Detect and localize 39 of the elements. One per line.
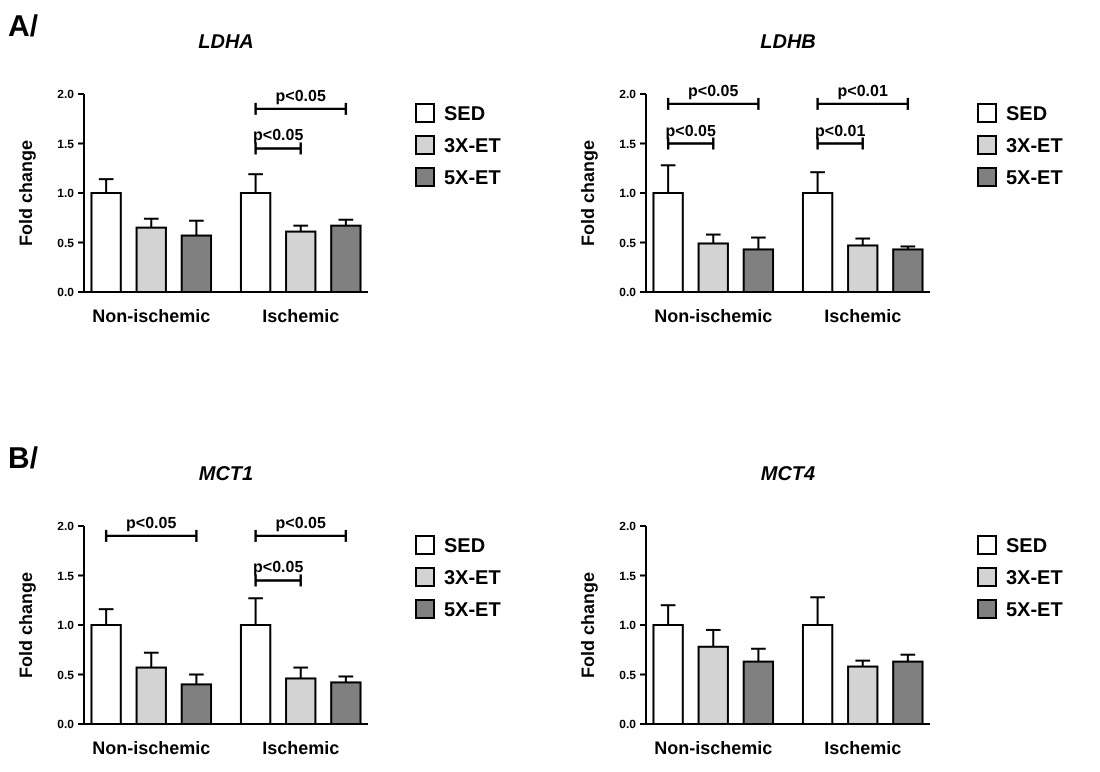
legend-label: 5X-ET xyxy=(1006,600,1063,622)
annotation: p<0.05 xyxy=(275,513,327,532)
y-axis-title: Fold change xyxy=(16,571,36,679)
legend-label: 3X-ET xyxy=(1006,136,1063,158)
legend-label: SED xyxy=(1006,104,1048,126)
x-tick-label: Ischemic xyxy=(262,306,340,326)
legend-label: 5X-ET xyxy=(444,168,501,190)
x-tick-label: Ischemic xyxy=(262,738,340,758)
text: B/ xyxy=(8,442,40,476)
legend-label: SED xyxy=(444,536,486,558)
x-tick-label: Non-ischemic xyxy=(654,738,773,758)
annotation: p<0.05 xyxy=(126,513,178,532)
x-tick-label: Non-ischemic xyxy=(92,306,211,326)
legend-label: 3X-ET xyxy=(444,136,501,158)
legend-label: SED xyxy=(1006,536,1048,558)
legend-label: SED xyxy=(444,104,486,126)
y-axis-title: Fold change xyxy=(578,139,598,247)
annotation: p<0.05 xyxy=(688,81,740,100)
x-tick-label: Ischemic xyxy=(824,738,902,758)
chart-title: MCT4 xyxy=(760,464,817,486)
annotation: p<0.05 xyxy=(253,558,305,577)
chart-title: LDHB xyxy=(760,32,816,54)
legend-label: 5X-ET xyxy=(1006,168,1063,190)
text: A/ xyxy=(8,10,40,44)
y-axis-title: Fold change xyxy=(578,571,598,679)
legend-label: 3X-ET xyxy=(1006,568,1063,590)
legend-label: 5X-ET xyxy=(444,600,501,622)
legend-label: 3X-ET xyxy=(444,568,501,590)
chart-title: LDHA xyxy=(198,32,254,54)
annotation: p<0.05 xyxy=(275,86,327,105)
x-tick-label: Non-ischemic xyxy=(654,306,773,326)
annotation: p<0.01 xyxy=(815,121,867,140)
annotation: p<0.05 xyxy=(253,126,305,145)
annotation: p<0.05 xyxy=(665,121,717,140)
chart-title: MCT1 xyxy=(198,464,255,486)
x-tick-label: Ischemic xyxy=(824,306,902,326)
y-axis-title: Fold change xyxy=(16,139,36,247)
annotation: p<0.01 xyxy=(837,81,889,100)
x-tick-label: Non-ischemic xyxy=(92,738,211,758)
